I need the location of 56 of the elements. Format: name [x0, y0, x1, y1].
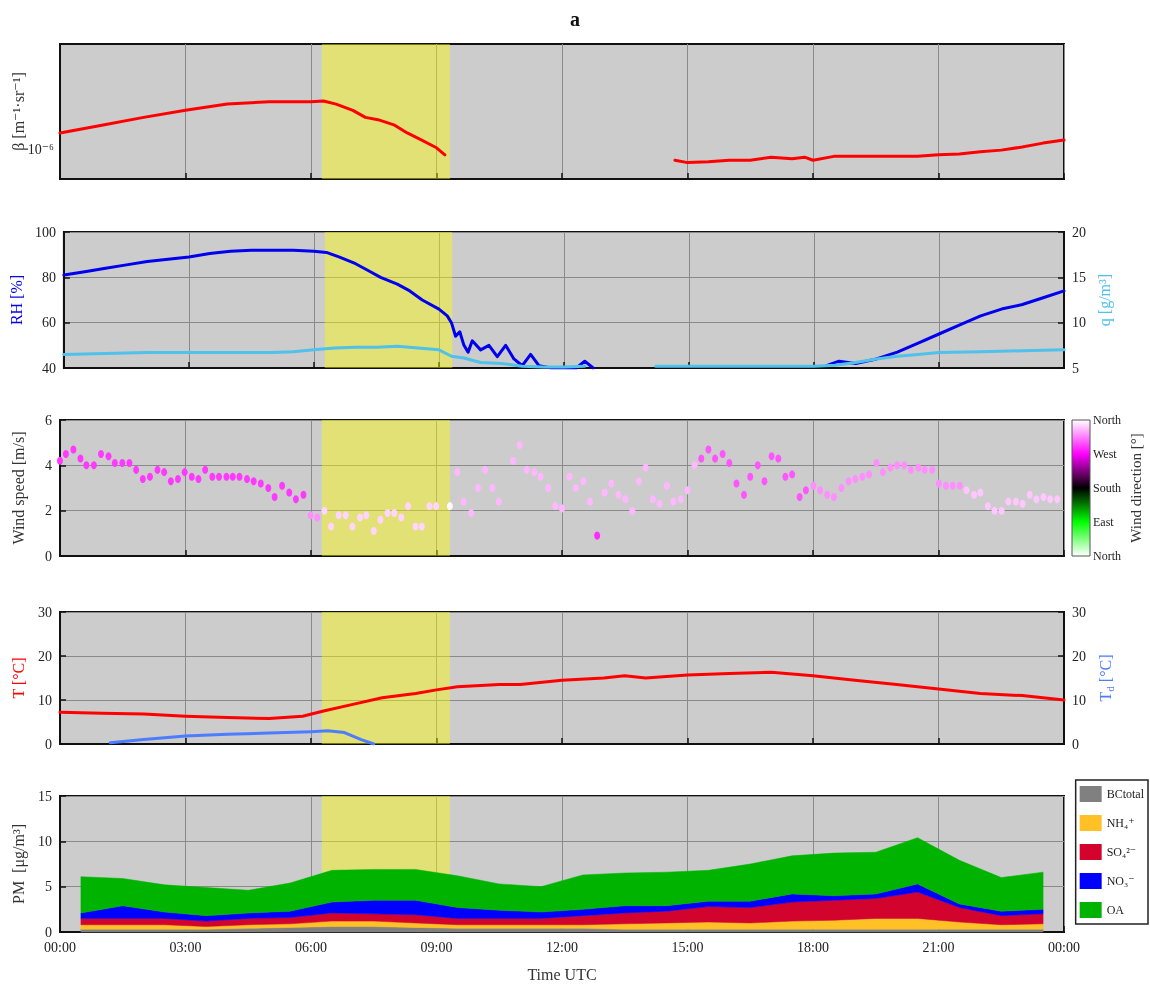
y2-tick-label: 0 [1072, 736, 1079, 752]
x-tick-label: 00:00 [44, 939, 76, 955]
y2-tick-label: 20 [1072, 648, 1086, 664]
legend-label: BCtotal [1106, 787, 1145, 801]
text: 10⁻⁶ [27, 141, 55, 157]
y2-tick-label: 5 [1072, 360, 1079, 376]
y-tick-label: 30 [38, 604, 52, 620]
y-tick-label: 6 [45, 412, 52, 428]
y-tick-label: 2 [45, 503, 52, 519]
y-axis-title: T [°C] [9, 657, 27, 699]
y-axis-title: RH [%] [7, 274, 25, 326]
line-series [108, 729, 376, 746]
x-tick-label: 18:00 [797, 939, 829, 955]
y2-tick-label: 10 [1072, 315, 1086, 331]
y-tick-label: 60 [41, 315, 56, 331]
y-tick-label: 10 [38, 833, 52, 849]
x-tick-label: 12:00 [546, 939, 578, 955]
color-bar-label: West [1093, 447, 1118, 461]
line-series [58, 670, 1066, 720]
y-axis-title: β [m⁻¹·sr⁻¹] [9, 72, 28, 151]
legend-label: OA [1106, 903, 1125, 917]
y2-tick-label: 15 [1072, 269, 1086, 285]
y-tick-label: 40 [41, 360, 56, 376]
legend-label: NO₃⁻ [1106, 874, 1135, 888]
color-bar-label: North [1093, 549, 1121, 563]
y2-tick-label: 10 [1072, 692, 1086, 708]
x-tick-label: 09:00 [420, 939, 453, 955]
y-tick-label: 5 [45, 879, 52, 895]
color-bar-label: North [1093, 413, 1121, 427]
x-tick-label: 21:00 [922, 939, 955, 955]
y-tick-label: 20 [38, 648, 52, 664]
y-tick-label: 0 [45, 924, 52, 940]
x-tick-label: 06:00 [295, 939, 327, 955]
chart-title: a [570, 8, 580, 30]
y-axis-title: PM [μg/m³] [9, 823, 28, 905]
y-axis-title: Wind speed [m/s] [9, 431, 28, 545]
x-tick-label: 15:00 [671, 939, 704, 955]
y-tick-label: 0 [45, 736, 52, 752]
color-bar-label: East [1093, 515, 1115, 529]
legend-label: SO₄²⁻ [1106, 845, 1137, 859]
color-bar-label: South [1093, 481, 1122, 495]
color-bar-title: Wind direction [°] [1128, 433, 1144, 543]
y-tick-label: 0 [45, 548, 52, 564]
y2-axis-title: Td [°C] [1097, 654, 1116, 702]
x-tick-label: 00:00 [1048, 939, 1080, 955]
y-tick-label: 4 [45, 457, 52, 473]
y-tick-label: 15 [38, 788, 52, 804]
y-tick-label: 80 [41, 269, 56, 285]
y2-tick-label: 30 [1072, 604, 1086, 620]
y-tick-label: 10 [38, 692, 52, 708]
x-tick-label: 03:00 [169, 939, 202, 955]
x-axis-title: Time UTC [527, 965, 597, 983]
y-tick-label: 100 [34, 224, 56, 240]
legend-label: NH₄⁺ [1106, 816, 1135, 830]
y2-axis-title: q [g/m³] [1096, 273, 1115, 327]
y2-tick-label: 20 [1072, 224, 1086, 240]
